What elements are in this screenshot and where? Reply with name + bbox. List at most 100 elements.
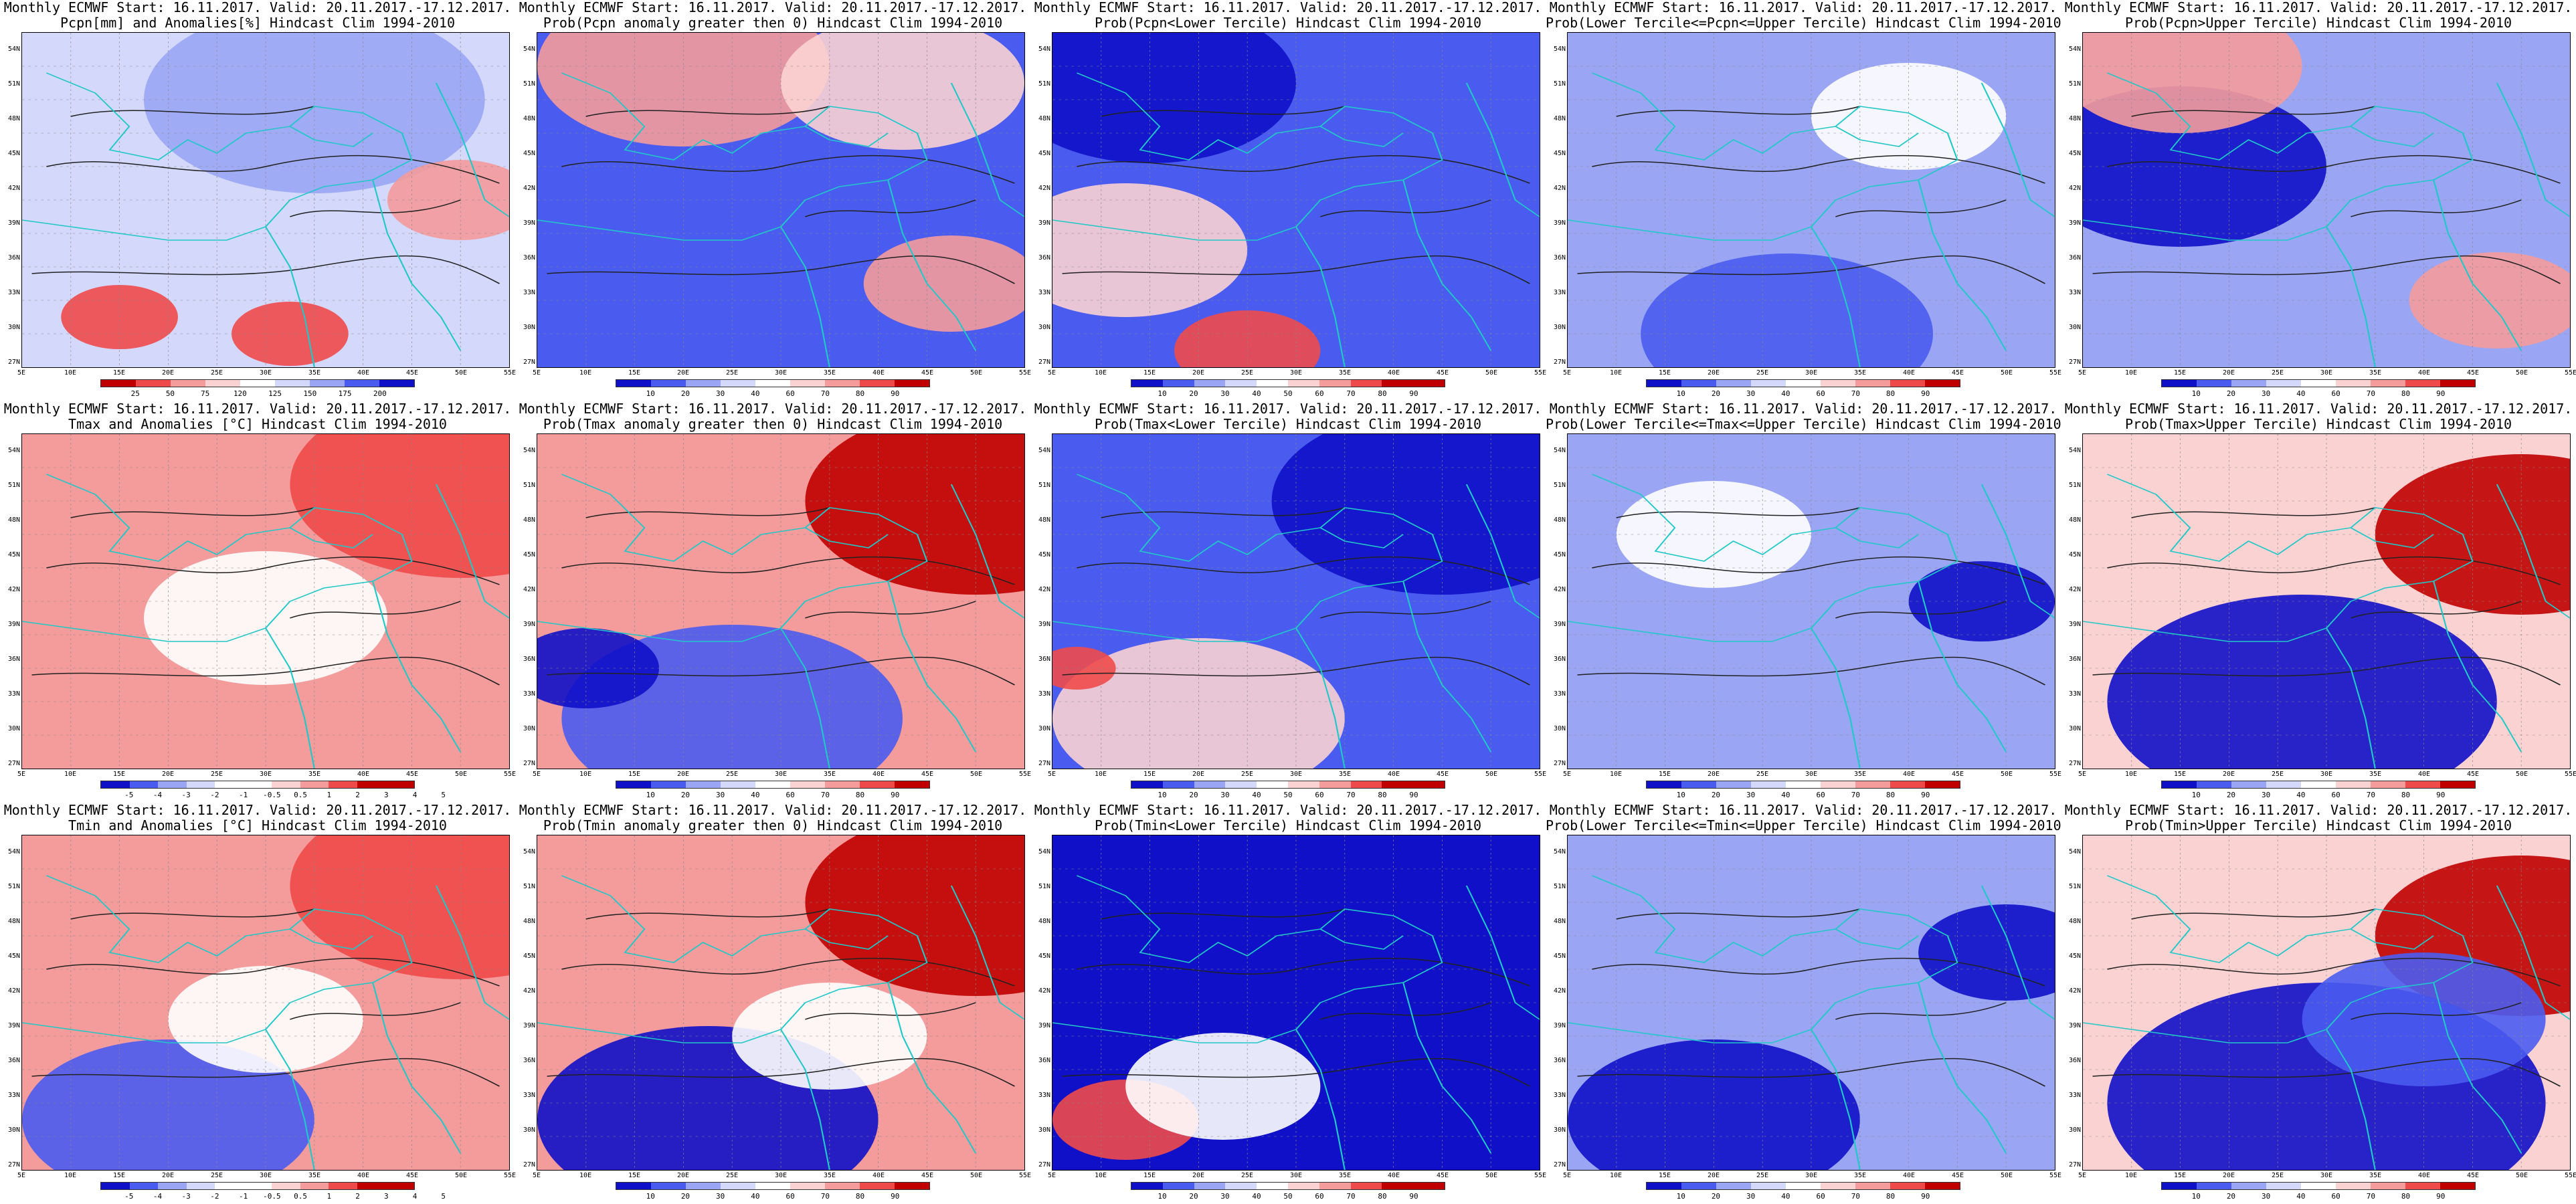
lat-tick-label: 27N — [1553, 1161, 1566, 1169]
colorbar-swatch — [345, 380, 379, 387]
colorbar-swatch — [1413, 380, 1445, 387]
coastline — [1402, 982, 1492, 1154]
colorbar-ticks: 10 20 30 40 60 70 80 90 — [616, 389, 930, 399]
coastline — [264, 1029, 315, 1170]
colorbar-tick-label: 50 — [1283, 1192, 1293, 1201]
colorbar-tick-label: 30 — [2262, 1192, 2271, 1201]
colorbar-swatch — [300, 781, 329, 788]
colorbar-tick-label: -0.5 — [263, 1192, 281, 1201]
lat-tick-label: 27N — [7, 760, 20, 767]
colorbar-tick-label: 10 — [2191, 1192, 2201, 1201]
colorbar-ticks: -5 -4 -3 -2 -1 -0.5 0.5 1 2 3 4 5 — [100, 1192, 446, 1201]
lat-tick-label: 54N — [7, 447, 20, 454]
colorbar-swatch — [2162, 1183, 2197, 1189]
lat-tick-label: 36N — [1553, 656, 1566, 663]
panel-title: Monthly ECMWF Start: 16.11.2017. Valid: … — [0, 401, 515, 432]
lat-tick-label: 30N — [2068, 1126, 2081, 1134]
lon-tick-label: 40E — [2417, 369, 2431, 377]
contour-line — [1101, 908, 1346, 920]
colorbar-swatch — [790, 781, 825, 788]
lon-tick-label: 25E — [725, 1172, 739, 1179]
colorbar — [1646, 781, 1960, 789]
lat-tick-label: 30N — [1038, 1126, 1050, 1134]
coastline — [950, 82, 1024, 217]
lat-tick-label: 54N — [523, 447, 535, 454]
field-region — [290, 835, 509, 979]
lon-tick-label: 5E — [17, 369, 26, 377]
colorbar-tick-label: 10 — [1158, 791, 1167, 799]
lon-tick-label: 15E — [112, 771, 126, 778]
map-canvas — [2083, 835, 2570, 1170]
colorbar-tick-label: 40 — [751, 791, 760, 799]
contour-line — [1101, 106, 1346, 117]
colorbar-tick-label: 60 — [1315, 791, 1324, 799]
lon-tick-label: 15E — [2173, 369, 2187, 377]
colorbar-tick-label: 80 — [2401, 389, 2411, 398]
coastline — [372, 982, 462, 1154]
colorbar-swatch — [2266, 380, 2301, 387]
colorbar-swatch — [755, 380, 790, 387]
colorbar-tick-label: 1 — [327, 791, 332, 799]
contour-line — [2131, 106, 2376, 117]
map-panel: Monthly ECMWF Start: 16.11.2017. Valid: … — [0, 0, 516, 401]
panel-title: Monthly ECMWF Start: 16.11.2017. Valid: … — [2061, 803, 2576, 833]
colorbar-ticks: 10 20 30 40 60 70 80 90 — [2161, 389, 2476, 399]
lat-tick-label: 36N — [1553, 254, 1566, 262]
colorbar-swatch — [243, 1183, 272, 1189]
contour-line — [46, 957, 500, 987]
coastline — [1568, 875, 1958, 1043]
contour-line — [2107, 957, 2561, 987]
panel-subtitle: Prob(Lower Tercile<=Tmin<=Upper Tercile)… — [1546, 817, 2061, 833]
lon-tick-label: 20E — [1707, 771, 1720, 778]
lon-tick-label: 50E — [2515, 771, 2528, 778]
lat-tick-label: 45N — [1553, 551, 1566, 559]
coastline — [1835, 126, 1919, 147]
lon-tick-label: 55E — [2049, 771, 2062, 778]
lon-tick-label: 10E — [1609, 771, 1623, 778]
lat-tick-label: 48N — [7, 918, 20, 925]
lat-tick-label: 51N — [2068, 883, 2081, 890]
lat-tick-label: 30N — [7, 324, 20, 331]
panel-subtitle: Prob(Tmax<Lower Tercile) Hindcast Clim 1… — [1095, 416, 1481, 432]
colorbar-tick-label: 70 — [1346, 1192, 1356, 1201]
lat-tick-label: 45N — [1038, 150, 1050, 157]
colorbar-swatch — [616, 1183, 651, 1189]
lat-tick-label: 48N — [1553, 516, 1566, 524]
lon-tick-label: 15E — [628, 1172, 641, 1179]
colorbar-swatch — [825, 1183, 860, 1189]
lon-tick-label: 35E — [823, 369, 836, 377]
forecast-map — [1052, 433, 1540, 769]
lon-tick-label: 15E — [112, 369, 126, 377]
colorbar-tick-label: 10 — [2191, 791, 2201, 799]
map-canvas — [2083, 434, 2570, 769]
panel-title: Monthly ECMWF Start: 16.11.2017. Valid: … — [1546, 0, 2061, 31]
lat-tick-label: 36N — [2068, 656, 2081, 663]
lon-tick-label: 55E — [2049, 1172, 2062, 1179]
contour-line — [1577, 656, 2046, 686]
lon-tick-label: 15E — [1143, 369, 1156, 377]
contour-line — [1062, 1058, 1531, 1087]
lat-tick-label: 36N — [7, 656, 20, 663]
panel-title: Monthly ECMWF Start: 16.11.2017. Valid: … — [515, 803, 1030, 833]
lon-tick-label: 25E — [725, 369, 739, 377]
colorbar-tick-label: 5 — [441, 1192, 446, 1201]
panel-subtitle: Tmin and Anomalies [°C] Hindcast Clim 19… — [68, 817, 447, 833]
panel-title-line1: Monthly ECMWF Start: 16.11.2017. Valid: … — [1034, 401, 1542, 417]
lon-tick-label: 30E — [774, 771, 788, 778]
colorbar-swatch — [2266, 1183, 2301, 1189]
colorbar-tick-label: 80 — [855, 389, 865, 398]
lon-tick-label: 10E — [579, 1172, 592, 1179]
lat-tick-label: 42N — [1038, 987, 1050, 995]
colorbar-swatch — [1821, 380, 1855, 387]
coastline — [264, 226, 315, 367]
colorbar-swatch — [186, 781, 215, 788]
forecast-map — [21, 433, 510, 769]
colorbar-tick-label: 30 — [1746, 1192, 1756, 1201]
colorbar-swatch — [1716, 380, 1751, 387]
colorbar-tick-label: 60 — [1816, 389, 1825, 398]
lon-tick-label: 40E — [1902, 771, 1916, 778]
lat-tick-label: 54N — [2068, 45, 2081, 53]
lat-tick-label: 39N — [2068, 621, 2081, 628]
lon-tick-label: 10E — [2124, 771, 2138, 778]
field-region — [781, 33, 1024, 150]
